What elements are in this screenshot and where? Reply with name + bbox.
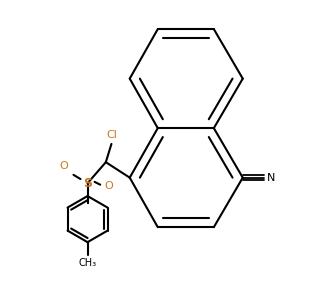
Text: CH₃: CH₃ [78,258,97,268]
Text: O: O [104,181,113,191]
Text: N: N [267,173,275,183]
Text: O: O [59,161,68,171]
Text: S: S [83,177,92,190]
Text: Cl: Cl [106,130,117,140]
